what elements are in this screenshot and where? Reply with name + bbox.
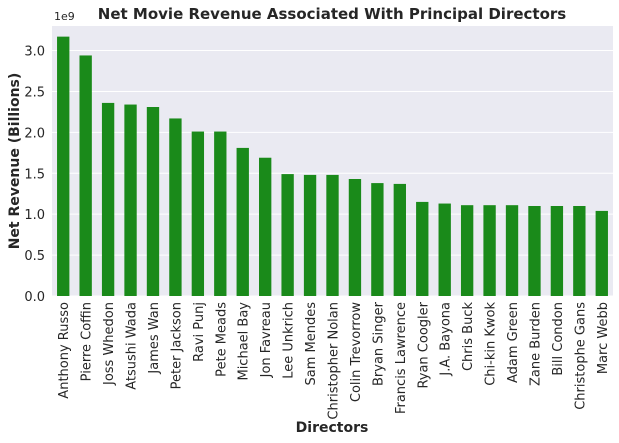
x-tick-label: Lee Unkrich	[282, 302, 297, 379]
x-tick-label: Anthony Russo	[57, 302, 72, 399]
bar	[573, 206, 586, 296]
bar	[57, 36, 70, 297]
y-tick-label: 1.0	[24, 208, 45, 223]
y-axis-label: Net Revenue (Billions)	[7, 73, 23, 250]
x-tick-label: Francis Lawrence	[394, 302, 409, 414]
x-tick-label: Christophe Gans	[573, 302, 588, 410]
x-tick-label: Pierre Coffin	[80, 302, 95, 381]
x-axis-label: Directors	[296, 420, 369, 436]
x-tick-label: Bill Condon	[551, 302, 566, 376]
x-tick-label: Christopher Nolan	[327, 302, 342, 420]
x-tick-label: Michael Bay	[237, 302, 252, 381]
bar	[393, 183, 406, 296]
bars	[57, 36, 608, 297]
y-tick-label: 3.0	[24, 45, 45, 60]
x-tick-label: Ravi Punj	[192, 302, 207, 362]
y-tick-label: 0.0	[24, 290, 45, 305]
bar	[348, 179, 362, 296]
x-tick-label: Ryan Coogler	[416, 301, 431, 388]
x-tick-labels: Anthony Russo Pierre Coffin Joss Whedon Ats…	[57, 301, 611, 419]
bar	[214, 131, 227, 296]
bar	[460, 205, 474, 296]
bar	[438, 203, 451, 296]
x-tick-label: Jon Favreau	[259, 302, 274, 378]
x-tick-label: Sam Mendes	[304, 302, 319, 386]
bar	[236, 147, 249, 296]
bar	[371, 183, 384, 296]
x-tick-label: Bryan Singer	[371, 301, 386, 386]
bar	[595, 210, 608, 296]
x-tick-label: Peter Jackson	[169, 302, 184, 389]
bar	[259, 157, 272, 296]
bar	[550, 206, 564, 296]
bar	[303, 174, 317, 296]
x-tick-label: J.A. Bayona	[439, 302, 454, 377]
bar	[146, 107, 160, 296]
x-tick-label: Joss Whedon	[102, 302, 117, 386]
x-tick-label: Atsushi Wada	[125, 302, 140, 390]
x-tick-label: Zane Burden	[528, 302, 543, 386]
bar	[326, 174, 339, 296]
y-tick-label: 2.0	[24, 126, 45, 141]
x-tick-label: James Wan	[147, 302, 162, 375]
bar	[281, 174, 294, 296]
bar	[505, 205, 519, 296]
bar	[124, 104, 137, 296]
x-tick-label: Chi-kin Kwok	[484, 302, 499, 386]
bar	[169, 118, 182, 296]
x-tick-label: Colin Trevorrow	[349, 302, 364, 402]
y-tick-label: 1.5	[24, 167, 45, 182]
y-tick-label: 2.5	[24, 85, 45, 100]
bar	[483, 205, 496, 296]
y-tick-label: 0.5	[24, 249, 45, 264]
x-tick-label: Pete Meads	[214, 302, 229, 377]
bar	[191, 131, 205, 296]
x-tick-label: Adam Green	[506, 302, 521, 383]
bar	[528, 206, 541, 296]
x-tick-label: Marc Webb	[596, 302, 611, 374]
x-tick-label: Chris Buck	[461, 302, 476, 371]
bar	[101, 102, 115, 296]
y-tick-labels: 0.0 0.5 1.0 1.5 2.0 2.5 3.0	[24, 45, 45, 305]
chart-title: Net Movie Revenue Associated With Princi…	[98, 5, 566, 23]
bar	[79, 55, 92, 296]
y-offset-label: 1e9	[54, 10, 75, 23]
bar	[416, 201, 429, 296]
